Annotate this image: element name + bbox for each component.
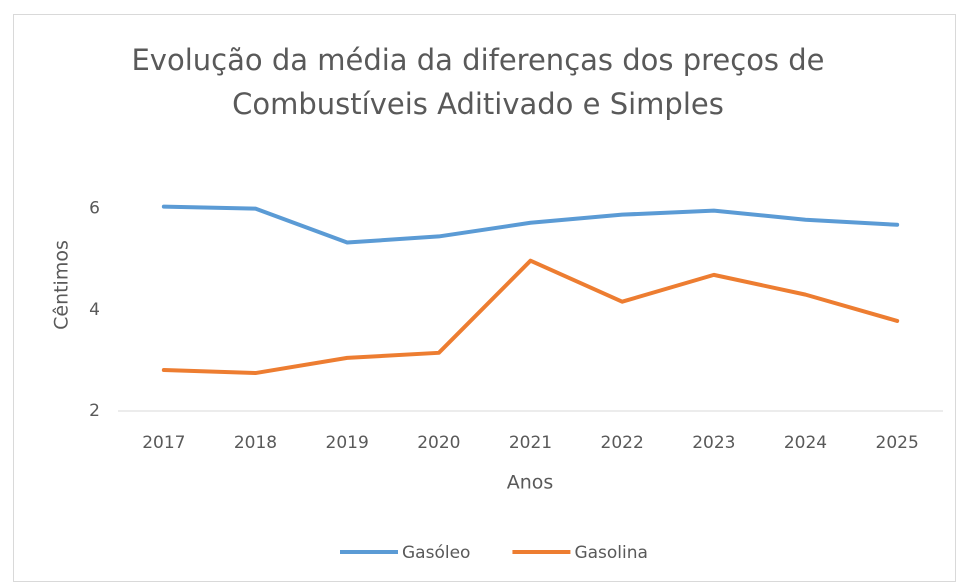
y-tick-label: 2 — [89, 401, 100, 421]
chart-title: Evolução da média da diferenças dos preç… — [131, 43, 824, 77]
x-tick-label: 2018 — [234, 433, 277, 453]
series-line — [161, 204, 900, 245]
legend-label: Gasolina — [574, 543, 648, 563]
y-tick-label: 4 — [89, 300, 100, 320]
x-tick-label: 2017 — [142, 433, 185, 453]
x-tick-label: 2019 — [326, 433, 369, 453]
x-tick-label: 2024 — [784, 433, 827, 453]
chart-title: Combustíveis Aditivado e Simples — [232, 87, 724, 121]
x-tick-label: 2023 — [692, 433, 735, 453]
x-tick-label: 2025 — [876, 433, 919, 453]
series-line — [161, 258, 900, 376]
x-axis-label: Anos — [507, 472, 554, 494]
y-tick-label: 6 — [89, 199, 100, 219]
legend-label: Gasóleo — [402, 543, 470, 563]
y-axis-label: Cêntimos — [51, 240, 73, 330]
chart-border — [13, 14, 956, 582]
x-tick-label: 2020 — [417, 433, 460, 453]
x-tick-label: 2022 — [601, 433, 644, 453]
x-tick-label: 2021 — [509, 433, 552, 453]
